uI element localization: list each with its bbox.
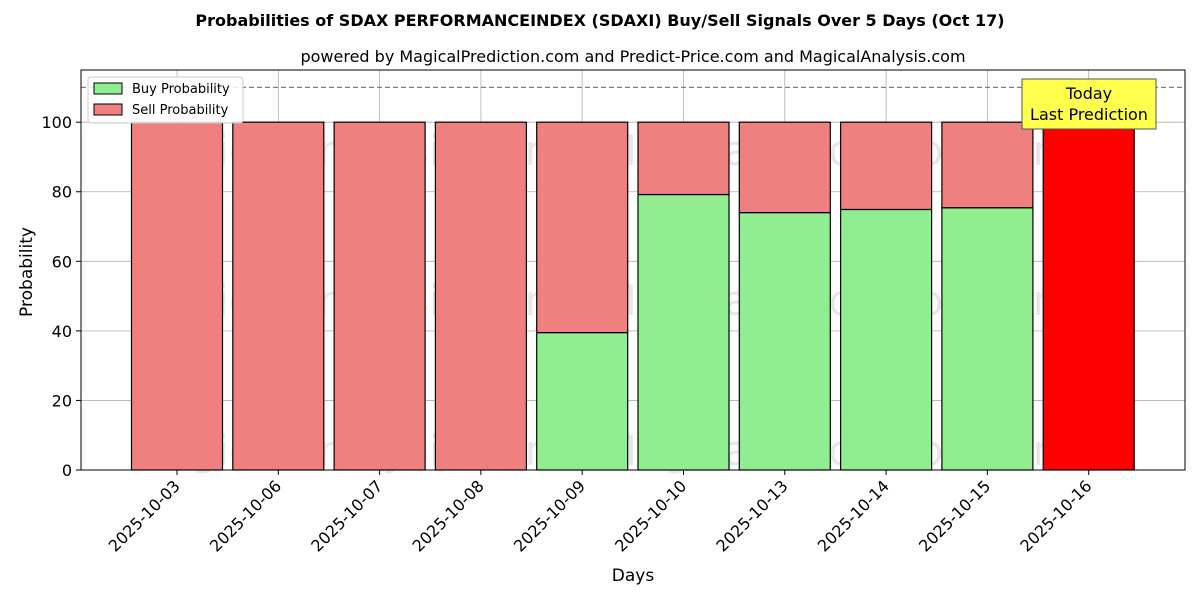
y-tick-label: 80 [52,183,72,202]
x-axis: 2025-10-03 2025-10-06 2025-10-07 2025-10-08… [105,470,1096,556]
chart-title: Probabilities of SDAX PERFORMANCEINDEX (… [195,11,1004,30]
x-tick-label: 2025-10-08 [409,476,488,555]
today-annotation: Today Last Prediction [1021,78,1157,130]
x-tick-label: 2025-10-16 [1016,476,1095,555]
y-axis: 0 20 40 60 80 100 [41,113,81,480]
bar-sell-2025-10-09 [536,121,629,334]
y-tick-label: 40 [52,322,72,341]
bar-buy-2025-10-15 [941,207,1034,471]
y-axis-label: Probability [17,227,37,317]
x-axis-label: Days [612,566,655,586]
bar-sell-2025-10-06 [232,121,325,471]
annotation-line: Today [1065,84,1112,103]
bar-sell-2025-10-08 [434,121,527,471]
bar-sell-2025-10-16 [1042,121,1135,471]
x-tick-label: 2025-10-15 [915,476,994,555]
legend: Buy Probability Sell Probability [87,76,244,124]
bars [130,121,1135,471]
annotation-line: Last Prediction [1030,105,1148,124]
bar-buy-2025-10-13 [738,212,831,471]
bar-sell-2025-10-15 [941,121,1034,209]
bar-sell-2025-10-07 [333,121,426,471]
x-tick-label: 2025-10-06 [206,476,285,555]
legend-swatch [93,82,123,95]
x-tick-label: 2025-10-10 [611,476,690,555]
bar-buy-2025-10-10 [637,193,730,471]
legend-swatch [93,103,123,116]
x-tick-label: 2025-10-14 [814,476,893,555]
chart-subtitle: powered by MagicalPrediction.com and Pre… [300,47,965,66]
legend-entry: Buy Probability [132,82,230,97]
bar-sell-2025-10-03 [130,121,224,471]
plot-frame [80,69,1186,471]
x-tick-label: 2025-10-13 [712,476,791,555]
legend-entry: Sell Probability [132,103,229,118]
annotation-box [1021,78,1157,130]
y-tick-label: 60 [52,252,72,271]
legend-box [87,76,244,124]
bar-sell-2025-10-13 [738,121,831,214]
y-tick-label: 100 [41,113,72,132]
bar-sell-2025-10-10 [637,121,730,196]
x-tick-label: 2025-10-03 [105,476,184,555]
bar-buy-2025-10-09 [536,332,629,471]
bar-buy-2025-10-14 [839,208,933,471]
x-tick-label: 2025-10-07 [307,476,386,555]
y-tick-label: 20 [52,391,72,410]
bar-sell-2025-10-14 [839,121,933,211]
y-tick-label: 0 [62,461,72,480]
x-tick-label: 2025-10-09 [510,476,589,555]
